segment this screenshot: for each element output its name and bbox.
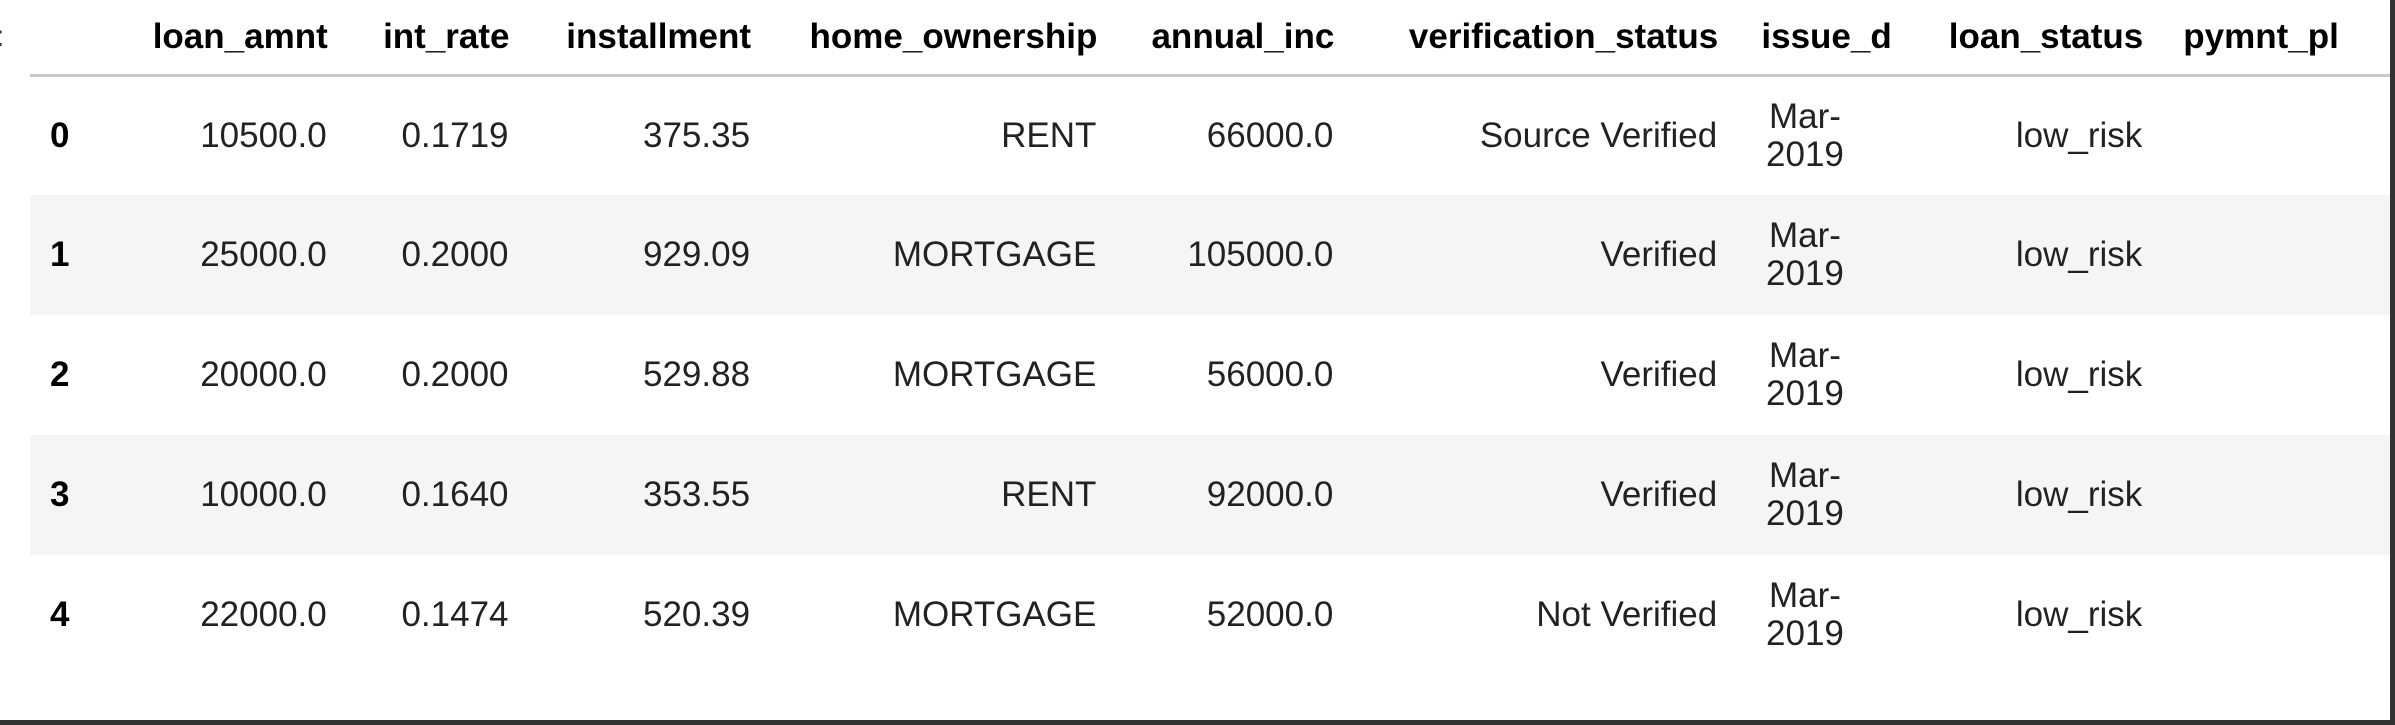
table-cell: Not Verified xyxy=(1536,595,1718,634)
date-month: Mar- xyxy=(1769,96,1841,136)
table-cell xyxy=(2143,435,2395,555)
table-cell: Mar- 2019 xyxy=(1718,315,1892,435)
table-cell: low_risk xyxy=(2015,115,2143,155)
column-header: home_ownership xyxy=(751,0,1098,77)
column-header: int_rate xyxy=(327,0,510,77)
date-year: 2019 xyxy=(1766,614,1844,653)
table-cell: low_risk xyxy=(2015,235,2143,274)
table-cell: RENT xyxy=(1001,475,1097,514)
date-month: Mar- xyxy=(1769,456,1841,495)
table-cell: 56000.0 xyxy=(1206,355,1334,394)
table-row: 2 20000.0 0.2000 529.88 MORTGAGE 56000.0… xyxy=(30,315,2395,435)
column-header: annual_inc xyxy=(1097,0,1335,77)
table-cell: 10500.0 xyxy=(200,115,327,155)
row-index: 1 xyxy=(50,235,70,274)
table-cell: 52000.0 xyxy=(1206,595,1334,634)
table-cell: RENT xyxy=(1001,115,1097,155)
table-cell xyxy=(2143,555,2395,675)
table-header-row: loan_amnt int_rate installment home_owne… xyxy=(30,0,2395,77)
table-cell: 22000.0 xyxy=(200,595,327,634)
date-year: 2019 xyxy=(1766,254,1844,293)
output-prompt-mark: : xyxy=(0,22,6,52)
date-month: Mar- xyxy=(1769,336,1841,375)
table-cell: Mar- 2019 xyxy=(1718,195,1892,315)
table-cell: 20000.0 xyxy=(200,355,327,394)
table-cell: 520.39 xyxy=(643,595,751,634)
column-header: pymnt_pl xyxy=(2143,0,2395,77)
column-header: loan_amnt xyxy=(104,0,328,77)
row-index: 0 xyxy=(50,115,70,155)
table-cell: Verified xyxy=(1600,235,1718,274)
table-cell: Source Verified xyxy=(1479,115,1718,155)
row-index: 3 xyxy=(50,475,70,514)
date-year: 2019 xyxy=(1766,494,1844,533)
table-cell: Verified xyxy=(1600,355,1718,394)
table-cell: 375.35 xyxy=(643,115,751,155)
date-month: Mar- xyxy=(1769,216,1841,255)
table-cell: Mar- 2019 xyxy=(1718,75,1892,195)
row-index: 4 xyxy=(50,595,70,634)
index-header xyxy=(30,0,105,77)
date-year: 2019 xyxy=(1766,374,1844,413)
table-cell: 105000.0 xyxy=(1187,235,1334,274)
table-cell: low_risk xyxy=(2015,355,2143,394)
table-cell: low_risk xyxy=(2015,595,2143,634)
table-row: 4 22000.0 0.1474 520.39 MORTGAGE 52000.0… xyxy=(30,555,2395,675)
dataframe-table: loan_amnt int_rate installment home_owne… xyxy=(30,0,2395,675)
table-cell: 25000.0 xyxy=(200,235,327,274)
table-cell: 0.2000 xyxy=(401,235,509,274)
column-header: issue_d xyxy=(1718,0,1892,77)
row-index: 2 xyxy=(50,355,70,394)
table-cell: 0.1640 xyxy=(401,475,509,514)
table-cell: Mar- 2019 xyxy=(1718,435,1892,555)
table-cell: 92000.0 xyxy=(1206,475,1334,514)
table-row: 1 25000.0 0.2000 929.09 MORTGAGE 105000.… xyxy=(30,195,2395,315)
date-year: 2019 xyxy=(1766,134,1844,174)
date-month: Mar- xyxy=(1769,576,1841,615)
table-row: 0 10500.0 0.1719 375.35 RENT 66000.0 Sou… xyxy=(30,75,2395,195)
table-cell: 529.88 xyxy=(643,355,751,394)
bottom-border xyxy=(0,720,2395,725)
table-cell: 10000.0 xyxy=(200,475,327,514)
table-cell: Mar- 2019 xyxy=(1718,555,1892,675)
table-cell xyxy=(2143,75,2395,195)
table-cell: low_risk xyxy=(2015,475,2143,514)
table-cell: MORTGAGE xyxy=(892,235,1097,274)
table-cell: 0.1719 xyxy=(401,115,509,155)
table-row: 3 10000.0 0.1640 353.55 RENT 92000.0 Ver… xyxy=(30,435,2395,555)
table-cell: 0.2000 xyxy=(401,355,509,394)
column-header: loan_status xyxy=(1891,0,2144,77)
table-cell: 0.1474 xyxy=(401,595,509,634)
column-header: verification_status xyxy=(1334,0,1719,77)
right-border xyxy=(2390,0,2395,725)
table-cell xyxy=(2143,195,2395,315)
table-cell xyxy=(2143,315,2395,435)
column-header: installment xyxy=(509,0,752,77)
table-cell: Verified xyxy=(1600,475,1718,514)
table-cell: 353.55 xyxy=(643,475,751,514)
table-cell: 929.09 xyxy=(643,235,751,274)
table-cell: 66000.0 xyxy=(1206,115,1334,155)
table-cell: MORTGAGE xyxy=(892,355,1097,394)
table-cell: MORTGAGE xyxy=(892,595,1097,634)
